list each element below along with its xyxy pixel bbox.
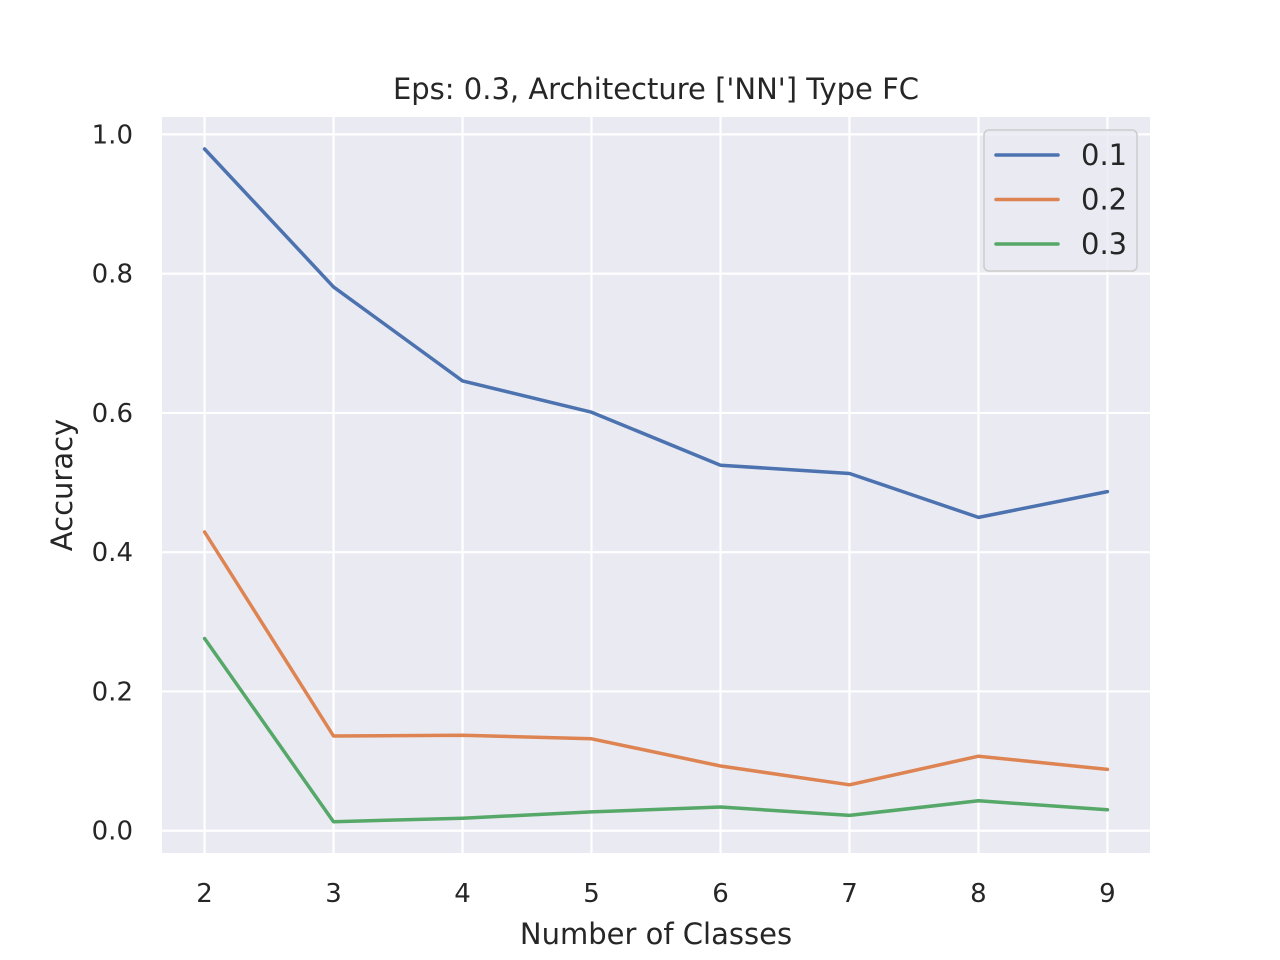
legend: 0.1 0.2 0.3 (983, 129, 1138, 272)
x-tick-labels: 2 3 4 5 6 7 8 9 (196, 879, 1115, 909)
x-tick-label: 4 (454, 879, 471, 909)
x-axis-label: Number of Classes (520, 917, 792, 951)
y-tick-label: 0.0 (92, 817, 133, 847)
y-tick-label: 0.2 (92, 677, 133, 707)
x-tick-label: 5 (583, 879, 600, 909)
y-tick-label: 0.8 (92, 260, 133, 290)
x-tick-label: 8 (970, 879, 987, 909)
x-tick-label: 9 (1099, 879, 1116, 909)
y-tick-label: 0.6 (92, 399, 133, 429)
x-tick-label: 3 (325, 879, 342, 909)
series-layer (202, 147, 1110, 824)
legend-label: 0.2 (1081, 183, 1127, 217)
y-axis-label: Accuracy (45, 419, 79, 551)
x-tick-label: 6 (712, 879, 729, 909)
legend-label: 0.1 (1081, 138, 1127, 172)
x-tick-label: 2 (196, 879, 213, 909)
x-tick-label: 7 (841, 879, 858, 909)
series-line-0.2 (202, 530, 1110, 787)
y-tick-label: 0.4 (92, 538, 133, 568)
grid-y (162, 133, 1150, 832)
series-line-0.1 (202, 147, 1110, 520)
series-line-0.3 (202, 636, 1110, 824)
legend-box (983, 129, 1138, 272)
chart-title: Eps: 0.3, Architecture ['NN'] Type FC (393, 72, 919, 106)
legend-label: 0.3 (1081, 227, 1127, 261)
y-tick-label: 1.0 (92, 120, 133, 150)
y-tick-labels: 0.0 0.2 0.4 0.6 0.8 1.0 (92, 120, 133, 846)
